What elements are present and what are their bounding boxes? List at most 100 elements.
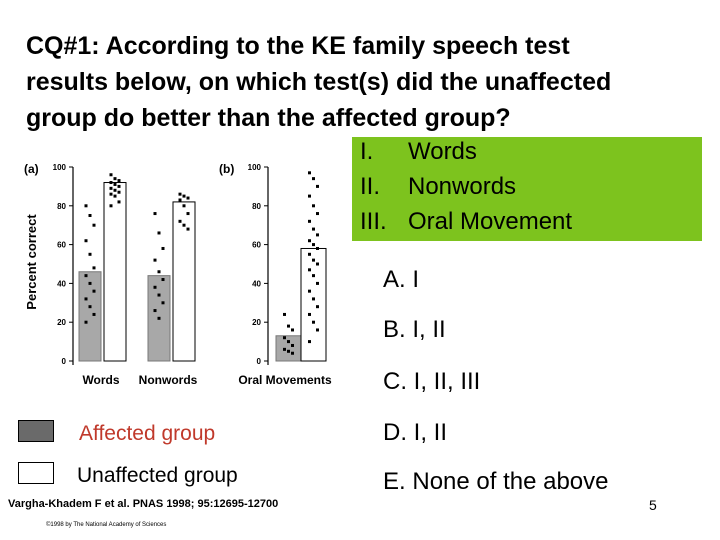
data-point [84,297,88,301]
data-point [153,285,157,289]
data-point [312,177,315,181]
data-point [92,266,96,270]
y-tick-label: 60 [57,241,66,250]
data-point [178,198,182,202]
question-line-1: CQ#1: According to the KE family speech … [26,32,570,60]
legend-unaffected-label: Unaffected group [77,464,238,487]
category-label: Words [82,373,119,387]
bar-unaffected [300,247,327,362]
option-1: I. Words [360,137,477,167]
data-point [316,246,319,250]
data-point [308,289,311,293]
options-box: I. Words II. Nonwords III. Oral Movement [352,137,702,241]
data-point [113,188,117,192]
data-point [283,336,286,340]
option-2: II. Nonwords [360,172,516,202]
data-point [312,258,315,262]
data-point [312,320,315,324]
option-3-text: Oral Movement [408,208,573,235]
data-point [308,239,311,243]
data-point [182,204,186,208]
legend-affected-label: Affected group [79,422,216,445]
data-point [88,252,92,256]
answer-e-letter: E. [383,468,406,495]
data-point [153,309,157,313]
data-point [117,179,121,183]
data-point [117,184,121,188]
data-point [182,223,186,227]
y-tick-label: 0 [62,357,67,366]
data-point [161,278,165,282]
data-point [92,312,96,316]
data-point [161,301,165,305]
data-point [109,181,113,185]
data-point [186,227,190,231]
data-point [316,262,319,266]
data-point [109,192,113,196]
data-point [88,281,92,285]
y-tick-label: 20 [57,318,66,327]
answer-c-letter: C. [383,368,407,395]
option-1-text: Words [408,138,477,165]
data-point [316,328,319,332]
answer-a-text: I [412,266,420,293]
y-tick-label: 100 [53,163,67,172]
answer-a-letter: A. [383,266,406,293]
category-label: Nonwords [139,373,198,387]
data-point [186,212,190,216]
answer-b-text: I, II [412,316,446,343]
legend-unaffected-swatch [18,462,54,484]
data-point [291,343,294,347]
answer-e[interactable]: E. None of the above [383,468,609,496]
option-3: III. Oral Movement [360,207,572,237]
data-point [287,340,290,344]
data-point [84,274,88,278]
data-point [88,305,92,309]
data-point [157,231,161,235]
y-tick-label: 0 [257,357,262,366]
data-point [312,243,315,247]
data-point [316,233,319,237]
panel-label: (b) [219,162,234,176]
data-point [157,316,161,320]
data-point [186,196,190,200]
question-line-3: group do better than the affected group? [26,104,511,132]
answer-d[interactable]: D. I, II [383,419,447,447]
page-number: 5 [649,497,657,513]
y-tick-label: 80 [252,202,261,211]
answer-c-text: I, II, III [413,368,481,395]
citation: Vargha-Khadem F et al. PNAS 1998; 95:126… [8,498,279,510]
data-point [312,274,315,278]
data-point [316,305,319,309]
y-tick-label: 40 [252,279,261,288]
chart-panel-b: 0 20 40 60 80 100 (b) Oral Movements [219,162,332,387]
data-point [109,186,113,190]
data-point [182,194,186,198]
data-point [308,171,311,175]
data-point [316,281,319,285]
data-point [117,200,121,204]
y-tick-label: 100 [248,163,262,172]
data-point [312,297,315,301]
data-point [153,212,157,216]
data-point [84,239,88,243]
data-point [92,223,96,227]
data-point [287,324,290,328]
answer-e-text: None of the above [405,468,609,495]
answer-a[interactable]: A. I [383,266,419,294]
data-point [157,293,161,297]
data-point [291,351,294,355]
y-tick-label: 80 [57,202,66,211]
data-point [316,212,319,216]
data-point [92,289,96,293]
answer-d-text: I, II [413,419,448,446]
answer-b-letter: B. [383,316,406,343]
bar-affected [275,335,302,362]
data-point [316,184,319,188]
y-tick-label: 60 [252,241,261,250]
bar-unaffected [103,182,127,362]
data-point [161,246,165,250]
answer-c[interactable]: C. I, II, III [383,368,480,396]
data-point [308,194,311,198]
answer-b[interactable]: B. I, II [383,316,446,344]
